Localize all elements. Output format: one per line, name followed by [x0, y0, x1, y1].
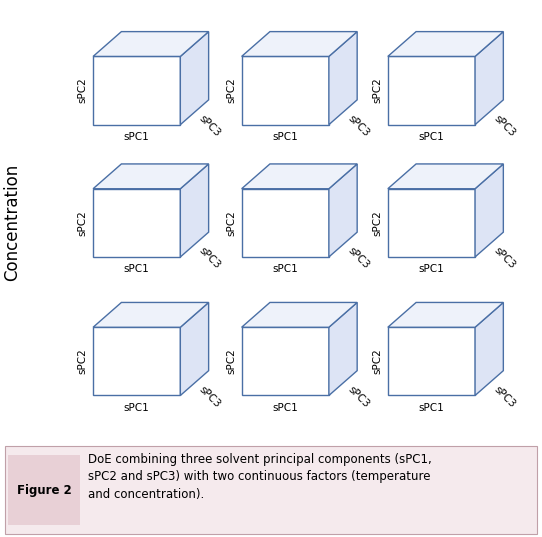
Polygon shape	[242, 188, 329, 257]
Text: sPC3: sPC3	[346, 113, 371, 139]
Polygon shape	[242, 32, 357, 56]
Polygon shape	[93, 327, 180, 395]
Polygon shape	[242, 327, 329, 395]
Text: sPC3: sPC3	[492, 113, 517, 139]
Polygon shape	[475, 32, 504, 125]
Text: sPC2: sPC2	[226, 78, 236, 104]
Polygon shape	[388, 327, 475, 395]
Text: sPC3: sPC3	[492, 245, 517, 271]
FancyBboxPatch shape	[8, 454, 80, 525]
Text: sPC2: sPC2	[78, 78, 87, 104]
Text: sPC2: sPC2	[78, 210, 87, 236]
Polygon shape	[388, 188, 475, 257]
Polygon shape	[329, 302, 357, 395]
Polygon shape	[475, 302, 504, 395]
Text: sPC1: sPC1	[418, 403, 444, 413]
Text: sPC2: sPC2	[226, 210, 236, 236]
Polygon shape	[93, 164, 209, 188]
Polygon shape	[329, 164, 357, 257]
Polygon shape	[180, 164, 209, 257]
Text: sPC3: sPC3	[492, 384, 517, 409]
Polygon shape	[180, 302, 209, 395]
Polygon shape	[242, 164, 357, 188]
Polygon shape	[388, 164, 504, 188]
Text: Temperature: Temperature	[237, 471, 343, 489]
Polygon shape	[475, 164, 504, 257]
Text: Concentration: Concentration	[3, 164, 21, 281]
Text: sPC1: sPC1	[273, 403, 298, 413]
Text: DoE combining three solvent principal components (sPC1,
sPC2 and sPC3) with two : DoE combining three solvent principal co…	[88, 453, 431, 501]
Polygon shape	[180, 32, 209, 125]
Text: sPC1: sPC1	[124, 264, 150, 274]
Polygon shape	[329, 32, 357, 125]
Text: sPC2: sPC2	[78, 349, 87, 374]
Text: sPC3: sPC3	[346, 384, 371, 409]
Polygon shape	[388, 302, 504, 327]
Text: sPC1: sPC1	[124, 132, 150, 142]
Text: sPC1: sPC1	[124, 403, 150, 413]
Text: sPC2: sPC2	[372, 78, 382, 104]
Text: sPC1: sPC1	[418, 132, 444, 142]
Polygon shape	[93, 302, 209, 327]
Text: sPC3: sPC3	[197, 245, 223, 271]
Text: sPC2: sPC2	[372, 210, 382, 236]
Polygon shape	[388, 32, 504, 56]
Text: sPC2: sPC2	[226, 349, 236, 374]
Text: sPC3: sPC3	[346, 245, 371, 271]
Polygon shape	[388, 56, 475, 125]
Text: sPC2: sPC2	[372, 349, 382, 374]
Polygon shape	[93, 56, 180, 125]
Text: sPC3: sPC3	[197, 384, 223, 409]
Text: sPC1: sPC1	[418, 264, 444, 274]
Text: sPC3: sPC3	[197, 113, 223, 139]
FancyBboxPatch shape	[5, 446, 537, 534]
Text: sPC1: sPC1	[273, 264, 298, 274]
Polygon shape	[242, 56, 329, 125]
Polygon shape	[242, 302, 357, 327]
Text: Figure 2: Figure 2	[17, 483, 72, 497]
Polygon shape	[93, 188, 180, 257]
Polygon shape	[93, 32, 209, 56]
Text: sPC1: sPC1	[273, 132, 298, 142]
